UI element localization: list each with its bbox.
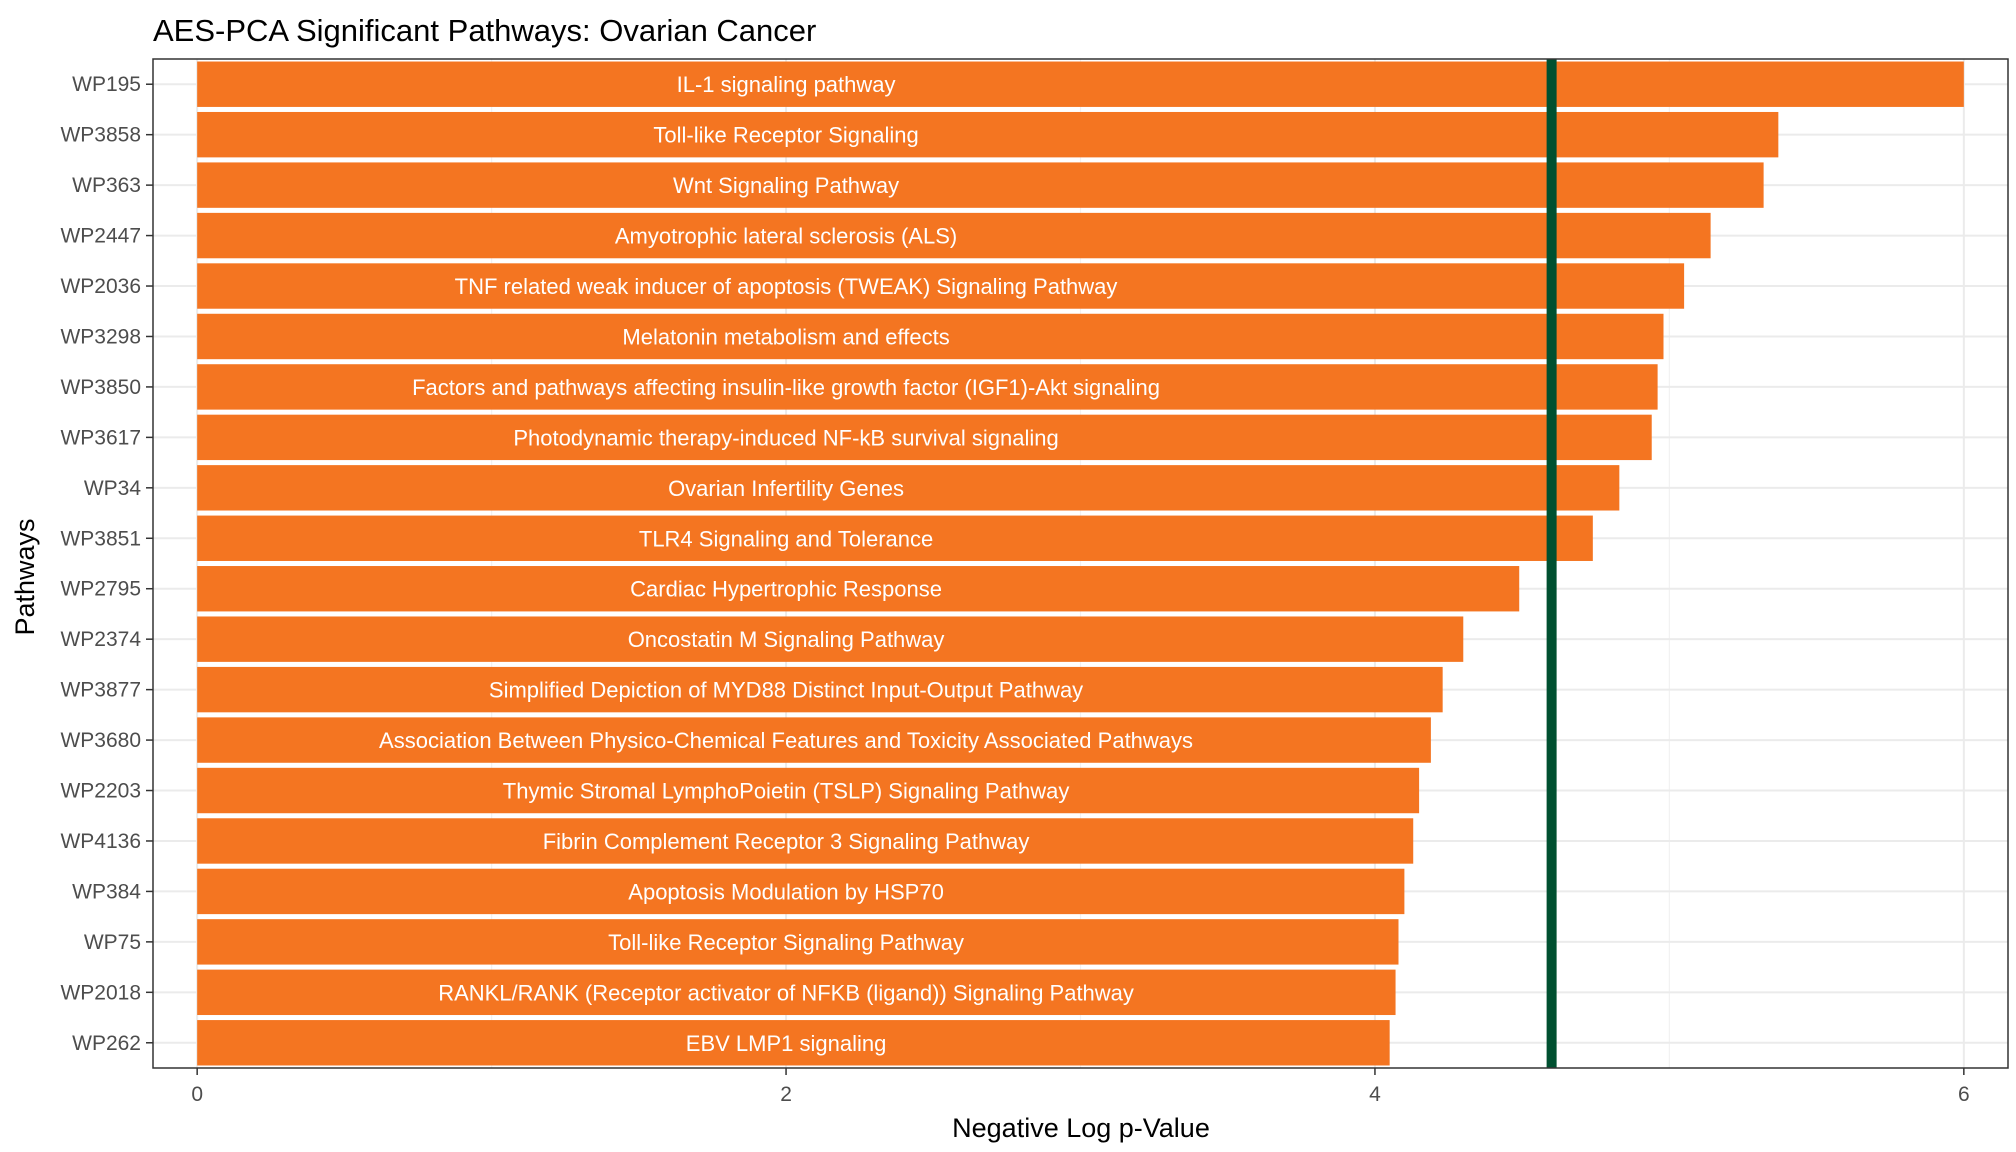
threshold-line xyxy=(1546,59,1557,1068)
bar-wp3298 xyxy=(197,313,1664,360)
x-tick-label: 2 xyxy=(780,1083,792,1106)
bar-label: Oncostatin M Signaling Pathway xyxy=(628,627,945,652)
y-tick-label: WP3298 xyxy=(60,325,141,348)
y-tick-label: WP2447 xyxy=(60,225,141,248)
bar-wp195 xyxy=(197,61,1964,107)
y-tick-label: WP3680 xyxy=(60,729,141,752)
bar-label: TLR4 Signaling and Tolerance xyxy=(639,526,933,551)
bar-wp4136 xyxy=(197,818,1414,864)
bar-label: Thymic Stromal LymphoPoietin (TSLP) Sign… xyxy=(503,779,1070,804)
bar-label: Wnt Signaling Pathway xyxy=(673,173,899,198)
bar-wp3850 xyxy=(197,364,1658,410)
bar-wp363 xyxy=(197,162,1764,208)
bar-label: Cardiac Hypertrophic Response xyxy=(630,577,942,602)
x-tick-label: 0 xyxy=(191,1083,203,1106)
y-tick-label: WP3850 xyxy=(60,376,141,399)
y-tick-label: WP2203 xyxy=(60,780,141,803)
threshold xyxy=(1546,59,1557,1068)
bar-label: EBV LMP1 signaling xyxy=(686,1031,887,1056)
bar-labels: IL-1 signaling pathway Toll-like Receptor… xyxy=(379,72,1193,1056)
bar-wp2036 xyxy=(197,263,1685,309)
bar-wp75 xyxy=(197,919,1399,965)
bar-wp262 xyxy=(197,1020,1390,1066)
bar-wp2447 xyxy=(197,212,1711,259)
y-tick-label: WP384 xyxy=(72,880,141,903)
panel-border xyxy=(152,58,2009,1069)
bar-label: Fibrin Complement Receptor 3 Signaling P… xyxy=(543,829,1030,854)
y-axis-title: Pathways xyxy=(10,518,40,635)
y-tick-label: WP2795 xyxy=(60,578,141,601)
bar-label: Melatonin metabolism and effects xyxy=(622,324,949,349)
bars xyxy=(197,61,1964,1066)
gridlines xyxy=(153,59,2008,1068)
y-tick-label: WP75 xyxy=(84,931,141,954)
bar-wp3680 xyxy=(197,717,1431,763)
y-tick-label: WP2036 xyxy=(60,275,141,298)
bar-label: IL-1 signaling pathway xyxy=(677,72,896,97)
bar-label: Photodynamic therapy-induced NF-kB survi… xyxy=(513,425,1058,450)
y-tick-label: WP262 xyxy=(72,1032,141,1055)
y-tick-label: WP3877 xyxy=(60,679,141,702)
bar-wp2203 xyxy=(197,767,1420,814)
y-tick-label: WP34 xyxy=(84,477,142,500)
bar-wp2018 xyxy=(197,969,1396,1016)
bar-label: Simplified Depiction of MYD88 Distinct I… xyxy=(489,678,1083,703)
bar-label: Amyotrophic lateral sclerosis (ALS) xyxy=(615,224,957,249)
bar-label: TNF related weak inducer of apoptosis (T… xyxy=(455,274,1118,299)
x-tick-label: 4 xyxy=(1369,1083,1381,1106)
bar-label: Toll-like Receptor Signaling xyxy=(653,123,918,148)
y-tick-label: WP2018 xyxy=(60,981,141,1004)
bar-label: Association Between Physico-Chemical Fea… xyxy=(379,728,1193,753)
y-tick-label: WP363 xyxy=(72,174,141,197)
y-tick-label: WP3858 xyxy=(60,124,141,147)
y-tick-label: WP3851 xyxy=(60,527,141,550)
bar-wp3877 xyxy=(197,666,1443,713)
bar-wp3851 xyxy=(197,515,1593,561)
y-tick-label: WP3617 xyxy=(60,426,141,449)
bar-wp2795 xyxy=(197,566,1520,612)
bar-wp3858 xyxy=(197,111,1779,158)
bar-wp384 xyxy=(197,868,1405,915)
chart-title: AES-PCA Significant Pathways: Ovarian Ca… xyxy=(153,13,816,48)
bar-wp3617 xyxy=(197,414,1652,461)
bar-label: Factors and pathways affecting insulin-l… xyxy=(412,375,1160,400)
bar-label: Ovarian Infertility Genes xyxy=(668,476,904,501)
bar-wp2374 xyxy=(197,616,1464,662)
bar-wp34 xyxy=(197,465,1620,511)
x-axis-title: Negative Log p-Value xyxy=(952,1113,1210,1143)
x-tick-label: 6 xyxy=(1958,1083,1970,1106)
y-tick-label: WP2374 xyxy=(60,628,141,651)
axes: WP195 WP3858 WP363 WP2447 WP2036 WP3298 WP3850… xyxy=(60,58,2009,1106)
y-tick-label: WP195 xyxy=(72,73,141,96)
bar-label: Apoptosis Modulation by HSP70 xyxy=(628,879,944,904)
y-tick-label: WP4136 xyxy=(60,830,141,853)
bar-label: Toll-like Receptor Signaling Pathway xyxy=(608,930,964,955)
bar-label: RANKL/RANK (Receptor activator of NFKB (… xyxy=(438,980,1134,1005)
